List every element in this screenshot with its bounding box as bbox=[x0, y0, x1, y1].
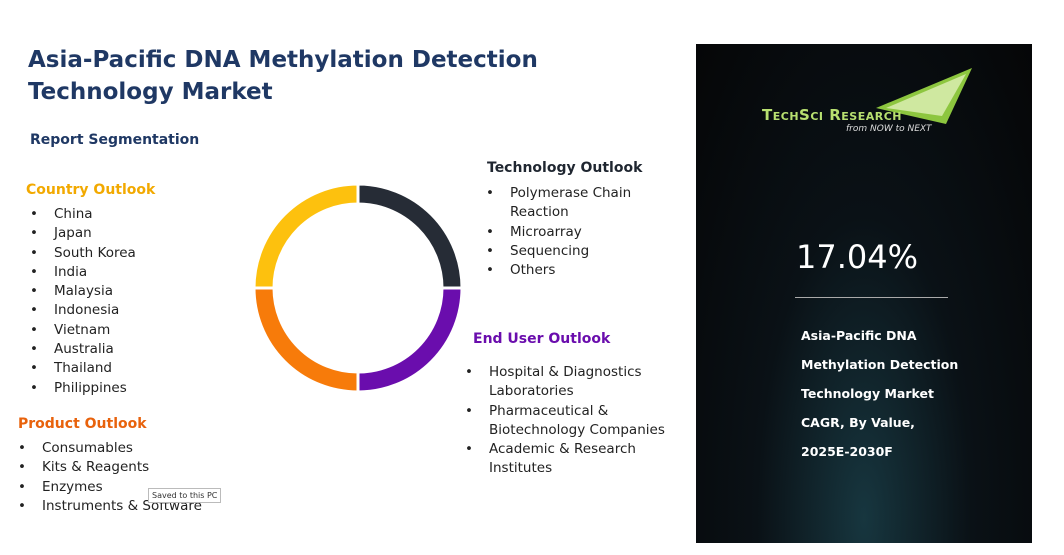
donut-segment bbox=[356, 182, 464, 290]
cagr-description: Asia-Pacific DNA Methylation Detection T… bbox=[801, 328, 959, 459]
list: ConsumablesKits & ReagentsEnzymesInstrum… bbox=[18, 439, 202, 516]
list-item: Philippines bbox=[30, 379, 136, 399]
list-item: Thailand bbox=[30, 359, 136, 379]
list: Hospital & Diagnostics LaboratoriesPharm… bbox=[465, 363, 669, 479]
list-item: China bbox=[30, 205, 136, 225]
list-item: Sequencing bbox=[486, 242, 640, 262]
list-item: Indonesia bbox=[30, 301, 136, 321]
list-item: South Korea bbox=[30, 244, 136, 264]
list-item: Vietnam bbox=[30, 321, 136, 341]
list-item: Malaysia bbox=[30, 282, 136, 302]
tagline: from NOW to NEXT bbox=[846, 124, 932, 134]
cagr-value: 17.04% bbox=[795, 238, 918, 276]
section-title: Country Outlook bbox=[26, 182, 156, 198]
subtitle: Report Segmentation bbox=[30, 132, 200, 148]
list: Polymerase Chain ReactionMicroarraySeque… bbox=[486, 184, 640, 281]
logo-mark bbox=[876, 68, 972, 124]
list-item: Enzymes bbox=[18, 478, 202, 498]
list-item: Pharmaceutical & Biotechnology Companies bbox=[465, 402, 669, 441]
donut-segment bbox=[252, 182, 360, 290]
section-title: End User Outlook bbox=[473, 331, 611, 347]
donut-segment bbox=[252, 286, 360, 394]
list-item: Australia bbox=[30, 340, 136, 360]
list-item: Polymerase Chain Reaction bbox=[486, 184, 640, 223]
list-item: Microarray bbox=[486, 223, 640, 243]
title: Asia-Pacific DNA Methylation Detection T… bbox=[28, 47, 538, 105]
list-item: Others bbox=[486, 261, 640, 281]
section-title: Technology Outlook bbox=[487, 160, 643, 176]
list-item: Consumables bbox=[18, 439, 202, 459]
donut-segment bbox=[356, 286, 464, 394]
list-item: Japan bbox=[30, 224, 136, 244]
donut bbox=[252, 182, 464, 394]
cagr-panel: TechSci Research from NOW to NEXT 17.04%… bbox=[696, 44, 1032, 543]
section-title: Product Outlook bbox=[18, 416, 147, 432]
list-item: Hospital & Diagnostics Laboratories bbox=[465, 363, 669, 402]
list-item: Academic & Research Institutes bbox=[465, 440, 669, 479]
tooltip: Saved to this PC bbox=[148, 488, 222, 503]
divider bbox=[795, 297, 948, 298]
list-item: India bbox=[30, 263, 136, 283]
list-item: Kits & Reagents bbox=[18, 458, 202, 478]
list: ChinaJapanSouth KoreaIndiaMalaysiaIndone… bbox=[30, 205, 136, 399]
logo: TechSci Research bbox=[762, 106, 902, 124]
